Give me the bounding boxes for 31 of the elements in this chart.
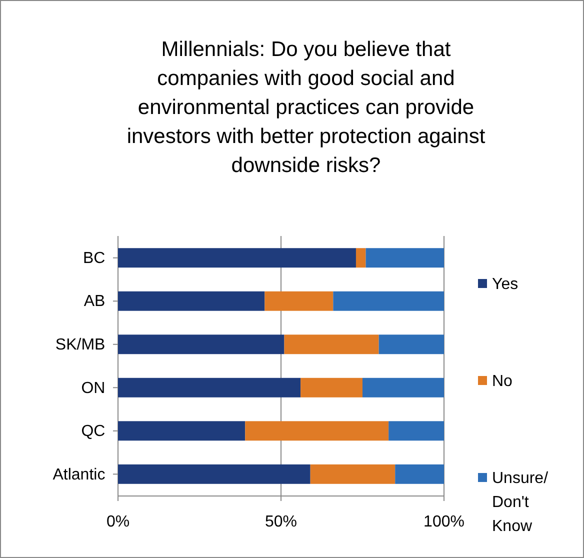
bar — [310, 464, 396, 484]
y-tick-label: ON — [81, 380, 106, 397]
bar — [118, 464, 310, 484]
y-tick-label: AB — [84, 293, 106, 310]
bar — [366, 248, 444, 268]
bar — [362, 378, 444, 398]
y-tick-label: SK/MB — [55, 336, 106, 354]
bar — [284, 334, 379, 354]
x-tick-label: 50% — [264, 513, 298, 530]
x-tick-label: 100% — [424, 513, 464, 530]
bar — [356, 248, 366, 268]
bar — [118, 248, 356, 268]
bar — [264, 291, 334, 311]
legend-label: No — [492, 373, 513, 390]
y-tick-label: BC — [82, 250, 106, 267]
y-tick-label: Atlantic — [52, 466, 106, 484]
x-tick-label: 0% — [106, 513, 130, 530]
chart-title: Millennials: Do you believe that companies with good social and environmental practices can provide investors with better protection against downside risks? — [126, 38, 486, 177]
bar — [118, 334, 284, 354]
bar — [118, 291, 265, 311]
legend-label: Yes — [492, 276, 518, 293]
bar — [118, 421, 246, 441]
bar — [378, 334, 444, 354]
y-tick-label: QC — [81, 423, 106, 440]
legend-label: Unsure/ Don't Know — [492, 470, 549, 535]
bar — [300, 378, 362, 398]
bar — [118, 378, 301, 398]
bar — [388, 421, 444, 441]
bar — [245, 421, 389, 441]
bar — [395, 464, 444, 484]
bar — [333, 291, 444, 311]
